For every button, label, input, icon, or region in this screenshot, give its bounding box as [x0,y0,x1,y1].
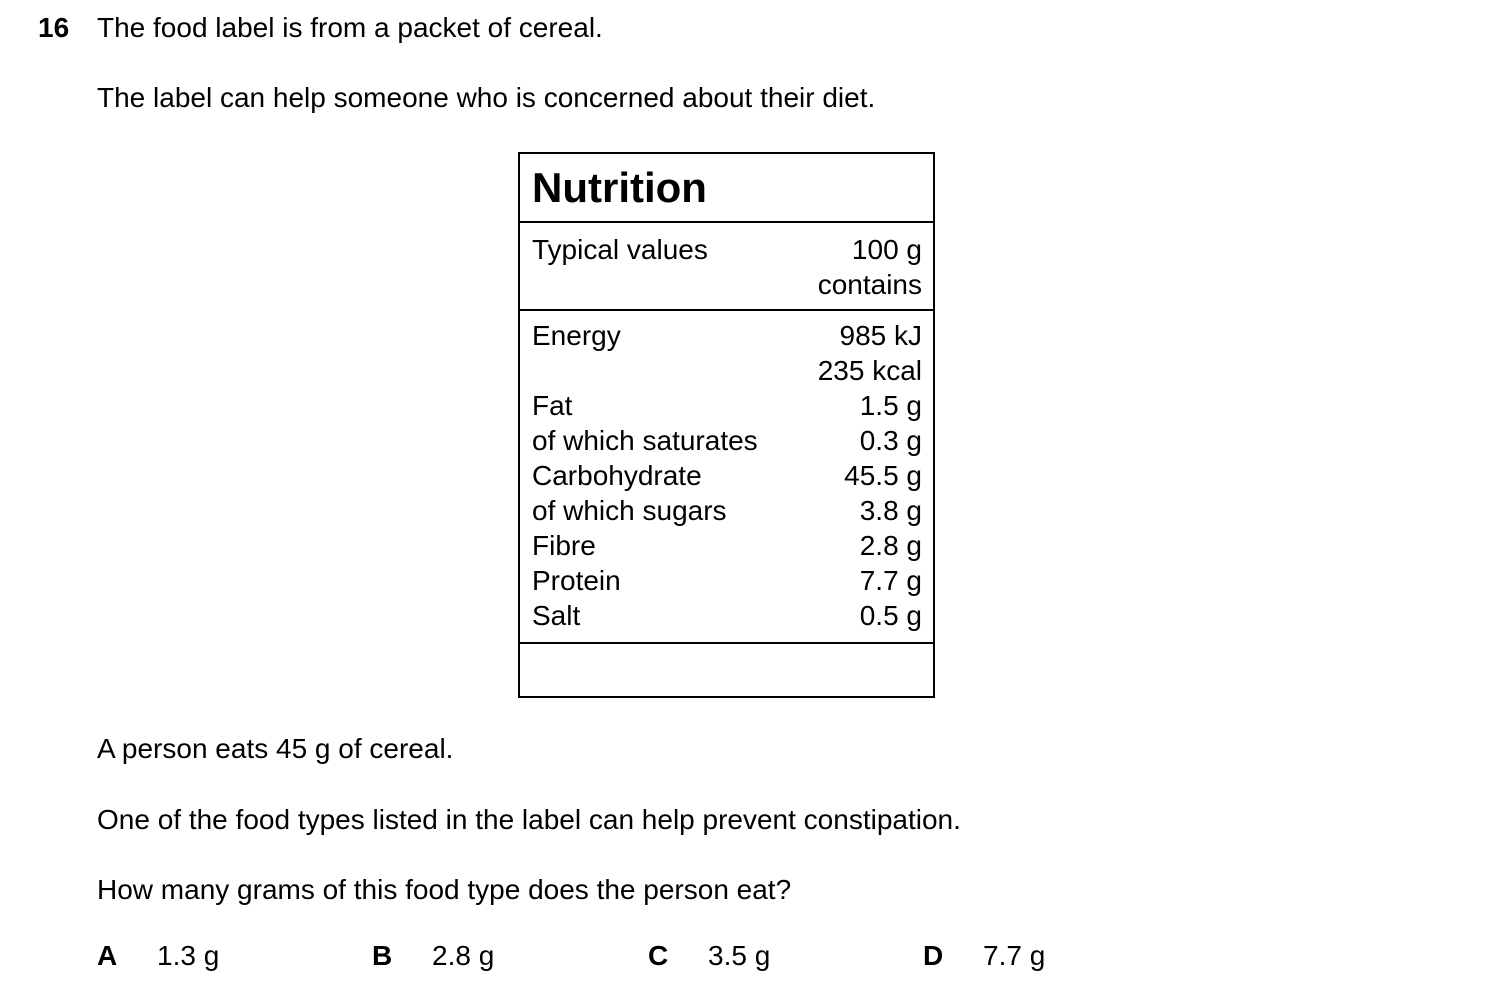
label-row-value: 0.5 g [859,600,922,631]
label-divider [520,221,933,223]
label-divider [520,309,933,311]
option-b-value[interactable]: 2.8 g [432,940,495,971]
option-a-letter: A [97,940,118,971]
nutrition-label: Nutrition Typical values 100 g contains … [518,152,935,698]
label-row-value: 0.3 g [859,425,922,456]
label-row-name: Fat [532,390,573,421]
label-row-name: of which sugars [532,495,727,526]
question-number: 16 [38,12,70,43]
label-divider [520,642,933,644]
option-c-value[interactable]: 3.5 g [708,940,771,971]
label-row-name: Protein [532,565,621,596]
label-row-value: 985 kJ [839,320,923,351]
option-d-value[interactable]: 7.7 g [983,940,1046,971]
label-row-name: Salt [532,600,581,631]
label-row-name: of which saturates [532,425,758,456]
label-row-value: 3.8 g [859,495,922,526]
question-context: The label can help someone who is concer… [97,82,876,113]
label-row-name: Carbohydrate [532,460,702,491]
label-row-value: 2.8 g [859,530,922,561]
label-row-value: 7.7 g [859,565,922,596]
option-b-letter: B [372,940,393,971]
question-intro: The food label is from a packet of cerea… [97,12,603,43]
label-row-value: 45.5 g [844,460,922,491]
question-prompt: How many grams of this food type does th… [97,874,792,905]
option-d-letter: D [923,940,944,971]
label-header-right-amount: 100 g [851,234,922,265]
question-hint: One of the food types listed in the labe… [97,804,961,835]
label-row-value: 235 kcal [817,355,922,386]
nutrition-label-title: Nutrition [532,164,707,211]
label-row-name: Energy [532,320,621,351]
label-row-name: Fibre [532,530,596,561]
question-scenario: A person eats 45 g of cereal. [97,733,454,764]
label-row-value: 1.5 g [859,390,922,421]
label-header-right-contains: contains [817,269,922,300]
option-a-value[interactable]: 1.3 g [157,940,220,971]
option-c-letter: C [648,940,669,971]
label-header-left: Typical values [532,234,708,265]
